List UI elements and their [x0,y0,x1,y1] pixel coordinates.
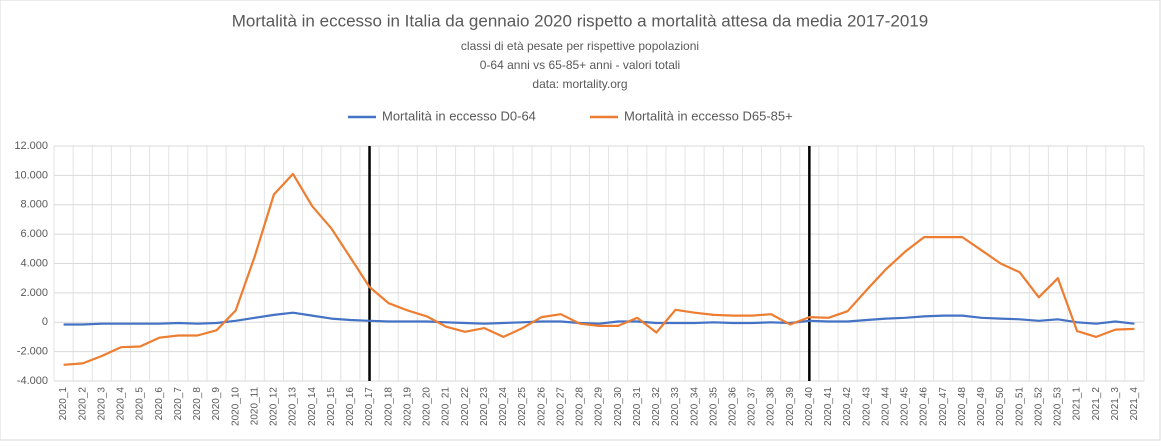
legend-label: Mortalità in eccesso D65-85+ [624,108,793,123]
x-tick-label: 2020_1 [58,387,69,421]
x-tick-label: 2020_14 [307,387,318,426]
legend-label: Mortalità in eccesso D0-64 [382,108,536,123]
x-tick-label: 2020_29 [594,387,605,426]
x-tick-label: 2020_44 [880,387,891,426]
x-tick-label: 2020_18 [383,387,394,426]
x-tick-label: 2020_7 [173,387,184,421]
x-tick-label: 2020_15 [326,387,337,426]
x-tick-label: 2020_40 [804,387,815,426]
x-tick-label: 2020_43 [861,387,872,426]
chart-subtitle: data: mortality.org [532,77,627,91]
x-tick-label: 2020_5 [135,387,146,421]
x-tick-label: 2020_25 [517,387,528,426]
y-tick-label: -4.000 [17,375,48,387]
x-tick-label: 2020_34 [689,387,700,426]
x-tick-label: 2020_35 [708,387,719,426]
x-tick-label: 2020_10 [230,387,241,426]
x-tick-label: 2020_38 [766,387,777,426]
x-tick-label: 2020_30 [613,387,624,426]
x-tick-label: 2020_17 [364,387,375,426]
x-tick-label: 2020_13 [288,387,299,426]
x-tick-label: 2020_52 [1033,387,1044,426]
x-tick-label: 2020_22 [460,387,471,426]
x-tick-label: 2020_16 [345,387,356,426]
x-tick-label: 2020_50 [995,387,1006,426]
x-tick-label: 2020_27 [555,387,566,426]
x-tick-label: 2020_28 [575,387,586,426]
x-tick-label: 2021_3 [1110,387,1121,421]
x-tick-label: 2020_21 [441,387,452,426]
x-tick-label: 2021_4 [1129,387,1140,421]
x-tick-label: 2020_42 [842,387,853,426]
x-tick-label: 2020_32 [651,387,662,426]
y-tick-label: 12.000 [14,140,48,152]
y-tick-label: 0 [42,316,48,328]
x-tick-label: 2020_46 [919,387,930,426]
x-tick-label: 2020_3 [96,387,107,421]
x-tick-label: 2020_2 [77,387,88,421]
y-tick-label: 4.000 [20,257,48,269]
x-tick-label: 2020_8 [192,387,203,421]
x-tick-label: 2020_49 [976,387,987,426]
x-tick-label: 2020_4 [116,387,127,421]
x-tick-label: 2021_1 [1072,387,1083,421]
x-tick-label: 2020_20 [422,387,433,426]
series-line [63,311,1135,326]
x-tick-label: 2020_45 [900,387,911,426]
x-tick-label: 2020_37 [747,387,758,426]
x-tick-label: 2020_41 [823,387,834,426]
y-tick-label: 2.000 [20,287,48,299]
x-tick-label: 2020_12 [269,387,280,426]
x-tick-label: 2020_19 [402,387,413,426]
chart-title: Mortalità in eccesso in Italia da gennai… [232,11,929,30]
x-tick-label: 2020_26 [536,387,547,426]
series-line [63,172,1135,366]
y-tick-label: -2.000 [17,346,48,358]
x-tick-label: 2020_23 [479,387,490,426]
x-tick-label: 2020_53 [1053,387,1064,426]
y-tick-label: 10.000 [14,169,48,181]
chart-subtitle: classi di età pesate per rispettive popo… [461,39,699,53]
x-tick-label: 2020_9 [211,387,222,421]
chart-subtitle: 0-64 anni vs 65-85+ anni - valori totali [480,58,680,72]
x-tick-label: 2020_31 [632,387,643,426]
x-tick-label: 2020_51 [1014,387,1025,426]
y-tick-label: 8.000 [20,199,48,211]
x-tick-label: 2020_36 [728,387,739,426]
x-tick-label: 2020_48 [957,387,968,426]
x-tick-label: 2020_39 [785,387,796,426]
x-tick-label: 2020_24 [498,387,509,426]
x-tick-label: 2020_11 [249,387,260,426]
x-tick-label: 2020_6 [154,387,165,421]
x-tick-label: 2020_33 [670,387,681,426]
x-tick-label: 2020_47 [938,387,949,426]
x-tick-label: 2021_2 [1091,387,1102,421]
y-tick-label: 6.000 [20,228,48,240]
